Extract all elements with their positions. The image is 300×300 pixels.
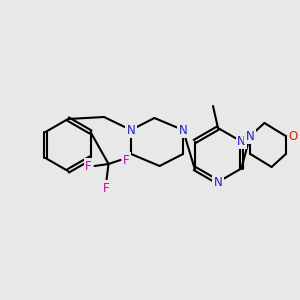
Text: F: F — [85, 160, 92, 172]
Text: N: N — [178, 124, 188, 136]
Text: N: N — [214, 176, 222, 188]
Text: N: N — [127, 124, 135, 136]
Text: N: N — [237, 135, 246, 148]
Text: F: F — [123, 154, 130, 166]
Text: O: O — [288, 130, 298, 143]
Text: F: F — [103, 182, 110, 194]
Text: N: N — [246, 130, 254, 143]
